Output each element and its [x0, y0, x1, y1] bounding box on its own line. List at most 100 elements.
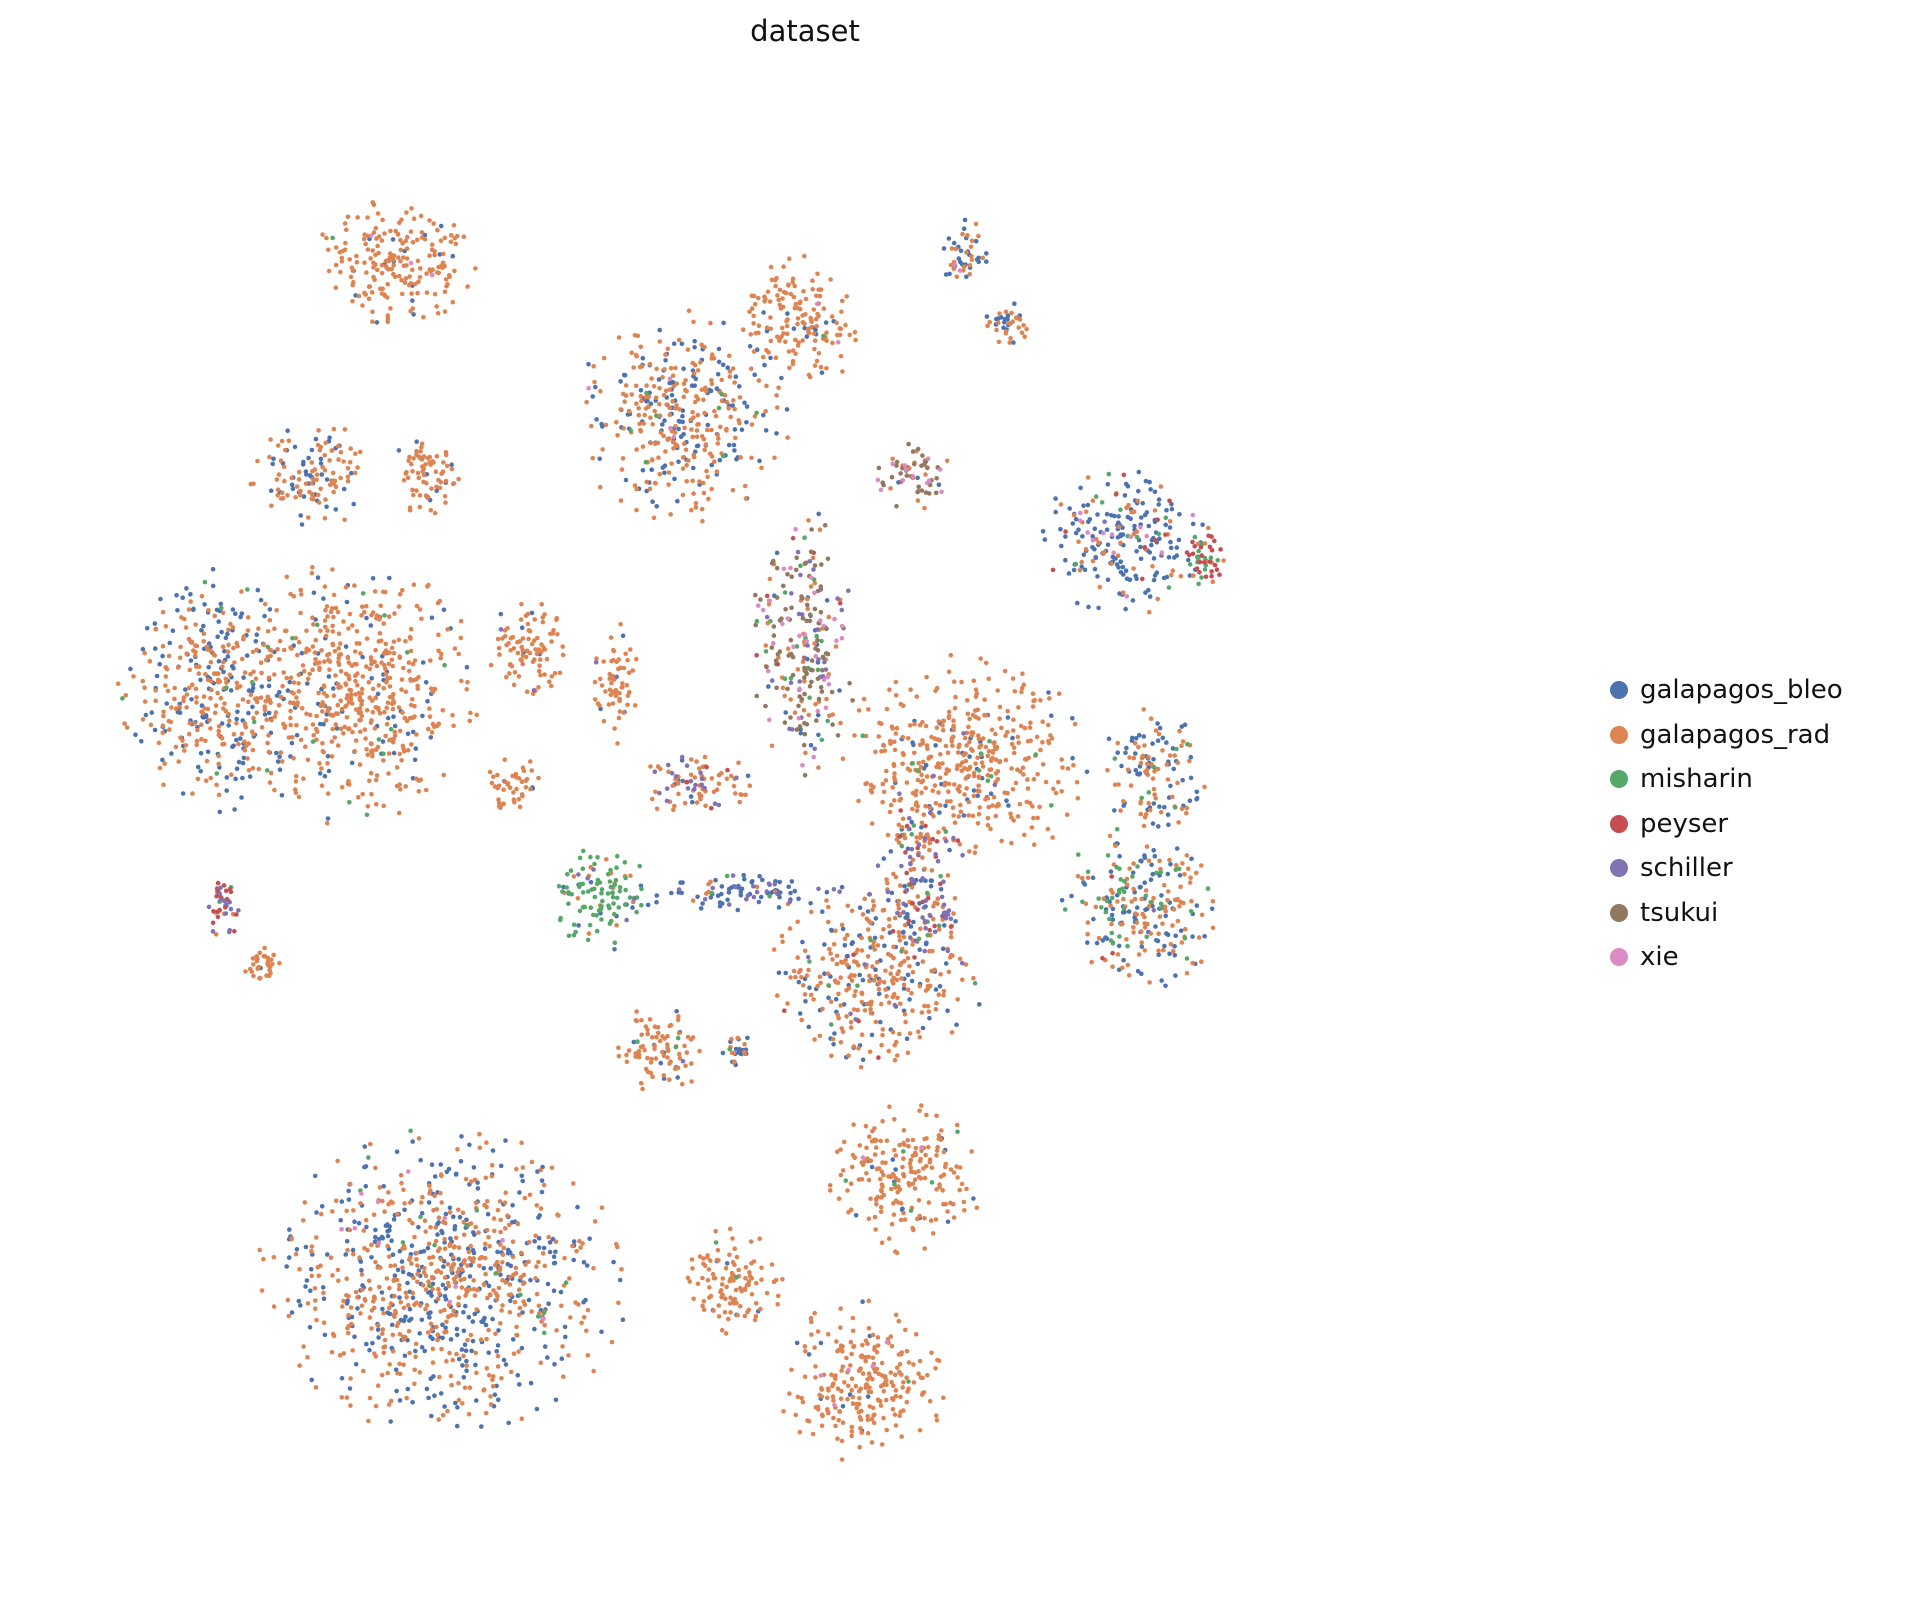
data-point [912, 1150, 918, 1156]
data-point [652, 1046, 657, 1051]
data-point [218, 601, 224, 607]
data-point [1153, 924, 1158, 929]
data-point [1139, 896, 1144, 902]
data-point [534, 1203, 540, 1208]
data-point [352, 1219, 357, 1224]
data-point [256, 626, 261, 631]
data-point [693, 505, 699, 510]
data-point [265, 962, 271, 967]
data-point [1118, 569, 1124, 575]
data-point [877, 1398, 883, 1404]
data-point [920, 778, 926, 784]
data-point [618, 498, 624, 503]
data-point [323, 633, 329, 639]
data-point [641, 421, 646, 426]
data-point [657, 339, 663, 344]
data-point [266, 973, 272, 979]
data-point [299, 706, 305, 711]
data-point [937, 803, 943, 808]
data-point [615, 433, 620, 438]
data-point [419, 441, 425, 447]
data-point [390, 1252, 396, 1257]
data-point [707, 1295, 712, 1300]
data-point [497, 1199, 503, 1204]
data-point [749, 455, 754, 461]
data-point [1147, 980, 1152, 985]
data-point [195, 764, 201, 770]
data-point [695, 368, 701, 373]
data-point [951, 1215, 957, 1220]
data-point [812, 1310, 817, 1316]
data-point [435, 600, 441, 606]
data-point [335, 1267, 341, 1273]
data-point [974, 1205, 980, 1211]
data-point [1172, 555, 1177, 560]
data-point [496, 645, 502, 651]
data-point [273, 710, 279, 715]
data-point [1184, 970, 1190, 976]
data-point [294, 722, 299, 728]
data-point [849, 972, 854, 978]
data-point [490, 1383, 496, 1389]
data-point [877, 720, 882, 726]
data-point [438, 655, 444, 661]
data-point [935, 1144, 940, 1150]
data-point [447, 1210, 453, 1215]
data-point [667, 412, 673, 418]
data-point [937, 775, 943, 781]
data-point [553, 1239, 559, 1244]
data-point [626, 1048, 632, 1053]
data-point [476, 1230, 481, 1235]
data-point [330, 629, 336, 634]
data-point [343, 644, 349, 649]
data-point [868, 1389, 874, 1395]
data-point [432, 252, 437, 258]
data-point [866, 1216, 872, 1221]
data-point [892, 1057, 898, 1063]
data-point [560, 1344, 565, 1349]
data-point [923, 1152, 928, 1158]
data-point [968, 244, 974, 250]
data-point [1070, 521, 1076, 526]
data-point [900, 1164, 905, 1170]
data-point [365, 752, 371, 758]
data-point [902, 1011, 908, 1017]
data-point [403, 276, 409, 281]
data-point [485, 1295, 490, 1301]
data-point [479, 1255, 485, 1260]
data-point [590, 455, 595, 461]
data-point [224, 775, 230, 780]
data-point [1034, 734, 1040, 740]
data-point [1174, 846, 1180, 851]
data-point [592, 697, 598, 702]
data-point [331, 614, 336, 620]
data-point [1090, 875, 1096, 881]
data-point [621, 426, 626, 431]
data-point [862, 896, 867, 902]
data-point [221, 669, 226, 675]
data-point [633, 383, 639, 389]
data-point [503, 1138, 508, 1143]
data-point [652, 1024, 658, 1029]
data-point [492, 1228, 497, 1234]
data-point [1070, 716, 1075, 721]
data-point [858, 1366, 863, 1371]
data-point [303, 1284, 308, 1289]
data-point [285, 1297, 291, 1303]
data-point [279, 759, 285, 764]
data-point [760, 877, 765, 883]
data-point [278, 694, 284, 700]
data-point [241, 755, 247, 761]
data-point [411, 312, 416, 317]
data-point [427, 1255, 432, 1261]
data-point [359, 691, 365, 696]
data-point [230, 625, 236, 630]
data-point [246, 699, 251, 705]
data-point [267, 780, 273, 785]
data-point [826, 904, 831, 910]
data-point [364, 603, 369, 609]
data-point [840, 369, 845, 374]
data-point [235, 709, 240, 715]
data-point [177, 655, 183, 661]
data-point [733, 374, 739, 380]
